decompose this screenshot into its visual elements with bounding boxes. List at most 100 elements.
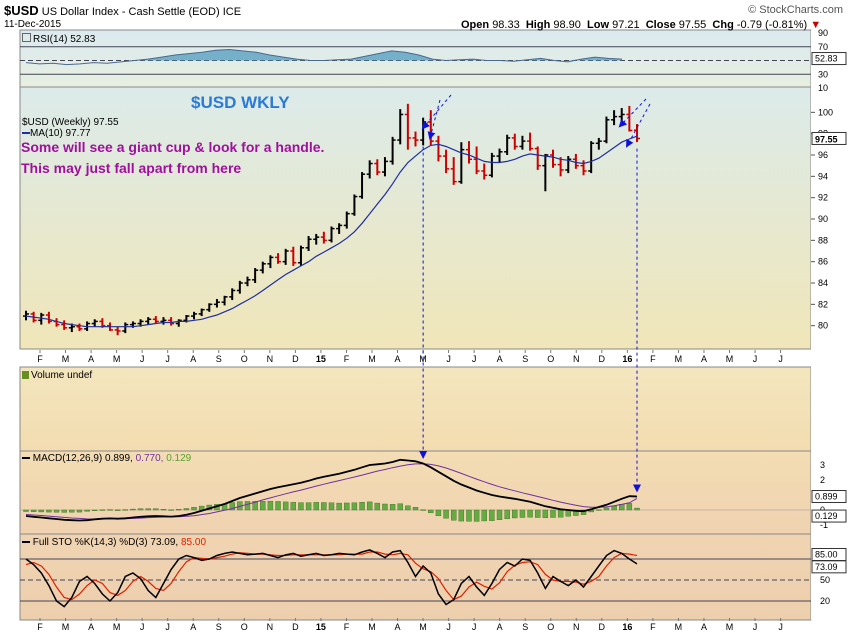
macd-hist-bar — [244, 501, 251, 511]
macd-hist-bar — [596, 509, 602, 511]
price-tick-84: 84 — [818, 278, 828, 288]
ohlc-bar — [359, 172, 366, 199]
macd-hist-bar — [61, 509, 67, 513]
xaxis-bottom-label-15: M — [419, 622, 427, 632]
rsi-tick-10: 10 — [818, 83, 828, 93]
xaxis-top-label-10: D — [292, 354, 299, 364]
ohlc-bar — [565, 156, 572, 174]
macd-hist-bar — [336, 502, 342, 511]
macd-hist-bar — [557, 509, 564, 518]
ohlc-bar — [91, 319, 98, 327]
macd-hist-bar — [76, 509, 83, 513]
symbol: $USD — [4, 3, 39, 18]
macd-hist-bar — [305, 502, 312, 511]
macd-hist-bar — [481, 509, 487, 522]
xaxis-bottom-label-6: A — [190, 622, 196, 632]
ohlc-bar — [458, 142, 465, 184]
ohlc-bar — [313, 233, 320, 245]
xaxis-bottom-label-10: D — [292, 622, 299, 632]
header-line1: $USD US Dollar Index - Cash Settle (EOD)… — [4, 3, 241, 18]
panel-toggle-icon[interactable] — [22, 33, 31, 42]
price-tick-86: 86 — [818, 257, 828, 267]
ohlc-bar — [366, 160, 373, 179]
macd-hist-bar — [168, 509, 174, 511]
macd-swatch-icon — [22, 457, 30, 460]
ohlc-bar — [275, 253, 282, 264]
macd-hist-bar — [282, 501, 289, 511]
ohlc-bar — [603, 116, 610, 144]
ohlc-bar — [473, 146, 480, 175]
ohlc-bar — [488, 152, 495, 178]
xaxis-bottom-label-17: J — [472, 622, 477, 632]
xaxis-bottom-label-22: D — [599, 622, 606, 632]
macd-hist-bar — [412, 507, 419, 511]
price-tick-90: 90 — [818, 214, 828, 224]
xaxis-top-label-28: J — [753, 354, 758, 364]
macd-legend-v1: 0.899, — [105, 453, 133, 464]
ma-legend: MA(10) 97.77 — [22, 128, 91, 139]
xaxis-bottom-label-21: N — [573, 622, 580, 632]
ohlc-readout: Open 98.33 High 98.90 Low 97.21 Close 97… — [461, 19, 821, 31]
header-date: 11-Dec-2015 — [4, 19, 62, 30]
volume-legend: Volume undef — [22, 370, 92, 381]
annotation-line-2: This may just fall apart from here — [21, 160, 242, 176]
arrow-dec-peak-2 — [626, 103, 651, 148]
exchange: ICE — [222, 6, 242, 18]
macd-legend: MACD(12,26,9) 0.899, 0.770, 0.129 — [22, 453, 191, 464]
high-value: 98.90 — [553, 19, 581, 31]
price-tick-92: 92 — [818, 193, 828, 203]
ohlc-bar — [397, 109, 404, 145]
ma-legend-text: MA(10) 97.77 — [30, 128, 91, 139]
macd-hist-bar — [473, 509, 480, 522]
macd-tick-2: 2 — [820, 475, 825, 485]
xaxis-top-label-19: S — [522, 354, 528, 364]
xaxis-top-label-11: 15 — [316, 354, 326, 364]
price-panel — [19, 86, 812, 350]
macd-legend-v3: 0.129 — [166, 453, 192, 464]
ohlc-bar — [206, 303, 213, 312]
macd-hist-bar — [496, 509, 503, 520]
macd-hist-bar — [38, 509, 44, 513]
macd-hist-bar — [328, 502, 335, 511]
macd-line — [25, 458, 638, 522]
ohlc-bar — [305, 236, 312, 251]
ohlc-bar — [221, 295, 228, 306]
ohlc-bar — [351, 194, 358, 216]
ohlc-bar — [145, 317, 152, 325]
macd-hist-bar — [23, 509, 29, 512]
xaxis-bottom-label-1: M — [62, 622, 70, 632]
xaxis-bottom-label-19: S — [522, 622, 528, 632]
macd-hist-bar — [382, 503, 388, 511]
macd-hist-bar — [389, 504, 396, 511]
macd-hist-bar — [512, 509, 518, 519]
ohlc-bar — [114, 326, 121, 336]
xaxis-top-label-23: 16 — [622, 354, 632, 364]
ohlc-bar — [404, 103, 411, 150]
macd-last-value: 0.899 — [815, 492, 838, 502]
rsi-legend: RSI(14) 52.83 — [22, 33, 95, 45]
xaxis-bottom-label-7: S — [216, 622, 222, 632]
sto-legend-name: Full STO %K(14,3) %D(3) — [32, 537, 148, 548]
low-label: Low — [587, 19, 610, 31]
ohlc-bar — [175, 319, 182, 327]
macd-hist-bar — [252, 501, 258, 511]
price-tick-94: 94 — [818, 171, 828, 181]
ohlc-bar — [381, 157, 388, 177]
macd-hist-bar — [229, 502, 235, 511]
rsi-line — [25, 48, 623, 66]
macd-hist-bar — [267, 500, 274, 511]
volume-icon — [22, 371, 29, 380]
ohlc-bar — [213, 299, 220, 308]
xaxis-bottom-label-8: O — [241, 622, 248, 632]
ohlc-bar — [534, 146, 541, 170]
macd-hist-bar — [69, 509, 75, 513]
ohlc-bar — [328, 226, 335, 243]
ohlc-bar — [595, 137, 602, 150]
macd-hist-bar — [122, 509, 128, 511]
ohlc-bar — [611, 110, 618, 126]
rsi-tick-70: 70 — [818, 42, 828, 52]
ohlc-bar — [527, 132, 534, 151]
xaxis-bottom-label-27: M — [726, 622, 734, 632]
macd-hist-bar — [626, 503, 633, 511]
